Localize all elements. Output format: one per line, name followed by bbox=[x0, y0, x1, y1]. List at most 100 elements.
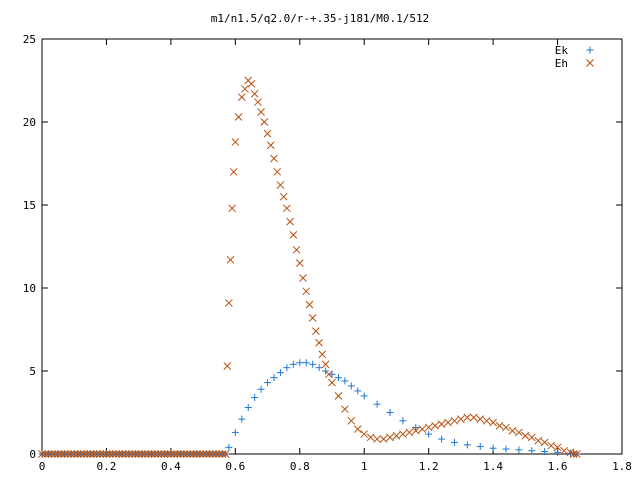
y-tick-label: 15 bbox=[23, 199, 36, 212]
legend-label-eh: Eh bbox=[555, 57, 568, 70]
eh-baseline-point bbox=[208, 450, 217, 458]
eh-data-point bbox=[527, 433, 536, 442]
eh-baseline-point bbox=[215, 450, 224, 458]
ek-data-point bbox=[283, 364, 291, 372]
eh-baseline-point bbox=[138, 450, 146, 458]
eh-data-point bbox=[482, 416, 491, 425]
eh-baseline-point bbox=[51, 450, 59, 458]
eh-baseline-point bbox=[212, 450, 220, 458]
eh-data-point bbox=[312, 327, 320, 336]
eh-tail-point bbox=[569, 450, 578, 458]
eh-data-point bbox=[418, 425, 427, 433]
ek-data-point bbox=[257, 385, 265, 393]
eh-data-point bbox=[450, 416, 459, 425]
eh-data-point bbox=[508, 426, 517, 435]
eh-baseline-point bbox=[125, 450, 133, 458]
eh-data-point bbox=[276, 181, 285, 189]
eh-baseline-point bbox=[38, 450, 46, 458]
eh-data-point bbox=[292, 245, 301, 254]
y-tick-label: 25 bbox=[23, 33, 36, 46]
eh-data-point bbox=[469, 413, 478, 422]
ek-data-point bbox=[270, 374, 278, 382]
x-tick-label: 1.6 bbox=[548, 460, 568, 473]
ek-data-point bbox=[264, 379, 272, 387]
eh-data-point bbox=[515, 428, 523, 437]
ek-data-point bbox=[399, 417, 407, 425]
x-tick-label: 0 bbox=[39, 460, 46, 473]
ek-data-point bbox=[354, 387, 362, 395]
eh-data-point bbox=[328, 378, 336, 387]
eh-baseline-point bbox=[189, 450, 198, 458]
eh-baseline-point bbox=[109, 450, 117, 458]
legend-label-ek: Ek bbox=[555, 44, 569, 57]
ek-data-point bbox=[225, 443, 233, 451]
axis-ticks bbox=[41, 38, 623, 455]
eh-tail-point bbox=[573, 450, 581, 458]
y-tick-label: 10 bbox=[23, 282, 36, 295]
eh-baseline-point bbox=[47, 450, 56, 458]
ek-data-point bbox=[296, 359, 304, 367]
eh-data-point bbox=[295, 259, 304, 267]
eh-data-point bbox=[431, 421, 439, 430]
eh-data-point bbox=[289, 231, 298, 239]
eh-data-point bbox=[437, 420, 446, 428]
eh-baseline-point bbox=[60, 450, 69, 458]
eh-data-point bbox=[560, 446, 568, 455]
eh-data-point bbox=[318, 350, 327, 359]
eh-baseline-point bbox=[115, 450, 124, 458]
eh-data-point bbox=[266, 141, 275, 150]
eh-data-point bbox=[424, 423, 433, 432]
eh-baseline-point bbox=[183, 450, 191, 458]
legend-marker-eh bbox=[586, 59, 594, 67]
eh-data-point bbox=[308, 314, 317, 322]
x-tick-label: 0.8 bbox=[290, 460, 310, 473]
eh-data-point bbox=[489, 418, 497, 427]
ek-data-point bbox=[554, 448, 562, 456]
eh-data-point bbox=[250, 89, 259, 98]
x-tick-label: 1 bbox=[361, 460, 368, 473]
eh-baseline-point bbox=[80, 450, 88, 458]
eh-data-point bbox=[305, 300, 314, 309]
ek-data-point bbox=[489, 444, 497, 452]
eh-data-point bbox=[286, 217, 294, 226]
ek-data-point bbox=[463, 441, 471, 449]
legend-marker-ek bbox=[586, 46, 594, 54]
eh-data-point bbox=[270, 154, 278, 163]
eh-baseline-point bbox=[99, 450, 108, 458]
eh-baseline-point bbox=[63, 450, 72, 458]
eh-data-point bbox=[360, 430, 369, 438]
eh-data-point bbox=[279, 192, 288, 201]
eh-data-point bbox=[547, 441, 555, 450]
ek-data-point bbox=[502, 445, 510, 453]
eh-data-point bbox=[379, 435, 388, 443]
eh-baseline-point bbox=[118, 450, 127, 458]
eh-baseline-point bbox=[131, 450, 140, 458]
ek-data-point bbox=[334, 374, 342, 382]
x-tick-label: 0.2 bbox=[97, 460, 117, 473]
eh-baseline-point bbox=[67, 450, 75, 458]
eh-baseline-point bbox=[154, 450, 162, 458]
ek-data-point bbox=[360, 392, 368, 400]
eh-baseline-point bbox=[160, 450, 169, 458]
eh-baseline-point bbox=[57, 450, 66, 458]
ek-data-point bbox=[302, 359, 310, 367]
eh-data-point bbox=[502, 423, 510, 432]
ek-data-point bbox=[347, 382, 355, 390]
eh-data-point bbox=[228, 204, 236, 213]
eh-baseline-point bbox=[205, 450, 214, 458]
eh-baseline-point bbox=[170, 450, 178, 458]
eh-data-point bbox=[247, 79, 256, 88]
eh-data-point bbox=[273, 167, 282, 176]
ek-data-point bbox=[438, 435, 446, 443]
eh-data-point bbox=[540, 438, 549, 447]
eh-data-point bbox=[373, 435, 381, 443]
ek-data-point bbox=[238, 415, 246, 423]
y-tick-label: 20 bbox=[23, 116, 36, 129]
x-tick-label: 0.4 bbox=[161, 460, 181, 473]
eh-data-point bbox=[257, 108, 265, 116]
eh-data-point bbox=[302, 287, 311, 296]
eh-baseline-point bbox=[157, 450, 166, 458]
eh-data-point bbox=[226, 255, 235, 264]
ek-data-point bbox=[289, 360, 297, 368]
x-tick-label: 0.6 bbox=[225, 460, 245, 473]
